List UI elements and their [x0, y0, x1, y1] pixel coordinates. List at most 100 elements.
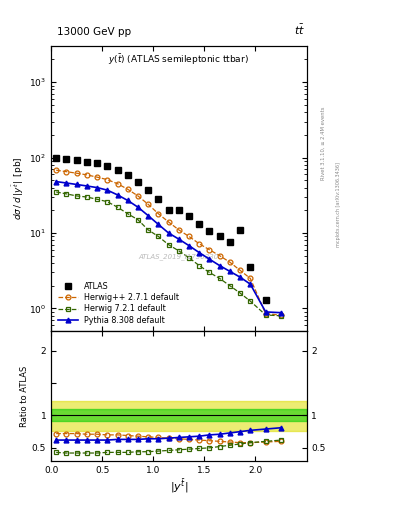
ATLAS — [187, 212, 191, 219]
Line: Herwig++ 2.7.1 default: Herwig++ 2.7.1 default — [54, 168, 283, 317]
Legend: ATLAS, Herwig++ 2.7.1 default, Herwig 7.2.1 default, Pythia 8.308 default: ATLAS, Herwig++ 2.7.1 default, Herwig 7.… — [54, 279, 182, 328]
ATLAS — [197, 221, 202, 227]
Herwig++ 2.7.1 default — [248, 275, 253, 282]
ATLAS — [228, 240, 232, 246]
Pythia 8.308 default — [263, 309, 268, 315]
ATLAS — [74, 157, 79, 163]
Pythia 8.308 default — [279, 310, 283, 316]
Pythia 8.308 default — [238, 274, 242, 280]
ATLAS — [146, 187, 151, 193]
Herwig 7.2.1 default — [228, 283, 232, 289]
Text: mcplots.cern.ch [arXiv:1306.3436]: mcplots.cern.ch [arXiv:1306.3436] — [336, 162, 341, 247]
Bar — [51, 409, 307, 421]
X-axis label: $|y^{\bar{t}}|$: $|y^{\bar{t}}|$ — [170, 477, 188, 495]
Pythia 8.308 default — [146, 212, 151, 219]
Herwig 7.2.1 default — [64, 191, 69, 197]
Pythia 8.308 default — [136, 204, 140, 210]
Herwig 7.2.1 default — [74, 193, 79, 199]
Herwig++ 2.7.1 default — [105, 177, 110, 183]
ATLAS — [248, 264, 253, 270]
Pythia 8.308 default — [125, 198, 130, 204]
Herwig++ 2.7.1 default — [115, 181, 120, 187]
Herwig++ 2.7.1 default — [166, 219, 171, 225]
Herwig 7.2.1 default — [156, 233, 161, 240]
Herwig 7.2.1 default — [197, 263, 202, 269]
Pythia 8.308 default — [207, 256, 212, 262]
Pythia 8.308 default — [54, 179, 59, 185]
Herwig++ 2.7.1 default — [136, 193, 140, 199]
Pythia 8.308 default — [105, 187, 110, 193]
ATLAS — [64, 156, 69, 162]
Herwig 7.2.1 default — [166, 242, 171, 248]
Herwig 7.2.1 default — [125, 210, 130, 217]
Pythia 8.308 default — [74, 181, 79, 187]
Bar — [51, 401, 307, 431]
Herwig++ 2.7.1 default — [64, 168, 69, 175]
Herwig++ 2.7.1 default — [74, 170, 79, 176]
Herwig 7.2.1 default — [95, 196, 99, 202]
Herwig++ 2.7.1 default — [125, 186, 130, 193]
Pythia 8.308 default — [228, 268, 232, 274]
Pythia 8.308 default — [95, 184, 99, 190]
Herwig 7.2.1 default — [217, 275, 222, 282]
Y-axis label: $d\sigma\,/\,d\,|y^{\bar{t}}|\;\;[\mathrm{pb}]$: $d\sigma\,/\,d\,|y^{\bar{t}}|\;\;[\mathr… — [11, 157, 26, 221]
Pythia 8.308 default — [187, 243, 191, 249]
Herwig++ 2.7.1 default — [84, 172, 89, 178]
Line: Pythia 8.308 default: Pythia 8.308 default — [54, 179, 283, 315]
Herwig++ 2.7.1 default — [279, 312, 283, 318]
Herwig 7.2.1 default — [146, 227, 151, 233]
Text: $t\bar{t}$: $t\bar{t}$ — [294, 23, 305, 37]
Herwig 7.2.1 default — [84, 194, 89, 200]
Herwig++ 2.7.1 default — [54, 167, 59, 173]
ATLAS — [54, 155, 59, 161]
ATLAS — [238, 227, 242, 233]
ATLAS — [84, 159, 89, 165]
ATLAS — [115, 167, 120, 173]
Herwig++ 2.7.1 default — [187, 233, 191, 240]
Herwig++ 2.7.1 default — [95, 174, 99, 180]
Herwig 7.2.1 default — [238, 290, 242, 296]
Herwig 7.2.1 default — [248, 298, 253, 304]
Line: Herwig 7.2.1 default: Herwig 7.2.1 default — [54, 189, 283, 318]
Herwig 7.2.1 default — [115, 204, 120, 210]
Pythia 8.308 default — [156, 221, 161, 227]
Pythia 8.308 default — [115, 192, 120, 198]
Text: ATLAS_2019_I1750330: ATLAS_2019_I1750330 — [139, 253, 219, 260]
Herwig++ 2.7.1 default — [146, 201, 151, 207]
Text: 13000 GeV pp: 13000 GeV pp — [57, 27, 131, 37]
Pythia 8.308 default — [84, 183, 89, 189]
Pythia 8.308 default — [197, 249, 202, 255]
Y-axis label: Ratio to ATLAS: Ratio to ATLAS — [20, 366, 29, 426]
Herwig++ 2.7.1 default — [228, 259, 232, 265]
Herwig++ 2.7.1 default — [207, 247, 212, 253]
Herwig 7.2.1 default — [176, 248, 181, 254]
ATLAS — [105, 163, 110, 169]
Herwig++ 2.7.1 default — [217, 252, 222, 259]
ATLAS — [176, 207, 181, 214]
Herwig 7.2.1 default — [136, 217, 140, 223]
Pythia 8.308 default — [166, 230, 171, 236]
ATLAS — [217, 233, 222, 240]
Herwig 7.2.1 default — [54, 189, 59, 195]
Line: ATLAS: ATLAS — [53, 155, 269, 303]
Pythia 8.308 default — [64, 180, 69, 186]
Herwig 7.2.1 default — [207, 269, 212, 275]
Herwig++ 2.7.1 default — [176, 227, 181, 233]
Pythia 8.308 default — [176, 236, 181, 242]
ATLAS — [95, 160, 99, 166]
Herwig 7.2.1 default — [187, 254, 191, 261]
Herwig++ 2.7.1 default — [156, 210, 161, 217]
ATLAS — [156, 196, 161, 202]
Text: $y(\bar{t})$ (ATLAS semileptonic ttbar): $y(\bar{t})$ (ATLAS semileptonic ttbar) — [108, 52, 249, 67]
ATLAS — [125, 173, 130, 179]
Herwig++ 2.7.1 default — [238, 267, 242, 273]
Text: Rivet 3.1.10, ≥ 2.4M events: Rivet 3.1.10, ≥ 2.4M events — [320, 106, 325, 180]
Herwig++ 2.7.1 default — [197, 241, 202, 247]
ATLAS — [136, 179, 140, 185]
ATLAS — [166, 207, 171, 214]
Pythia 8.308 default — [248, 281, 253, 287]
Herwig 7.2.1 default — [279, 313, 283, 319]
Pythia 8.308 default — [217, 263, 222, 269]
ATLAS — [263, 297, 268, 303]
Herwig 7.2.1 default — [105, 199, 110, 205]
